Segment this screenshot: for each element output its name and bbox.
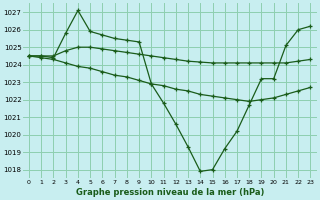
X-axis label: Graphe pression niveau de la mer (hPa): Graphe pression niveau de la mer (hPa) — [76, 188, 264, 197]
